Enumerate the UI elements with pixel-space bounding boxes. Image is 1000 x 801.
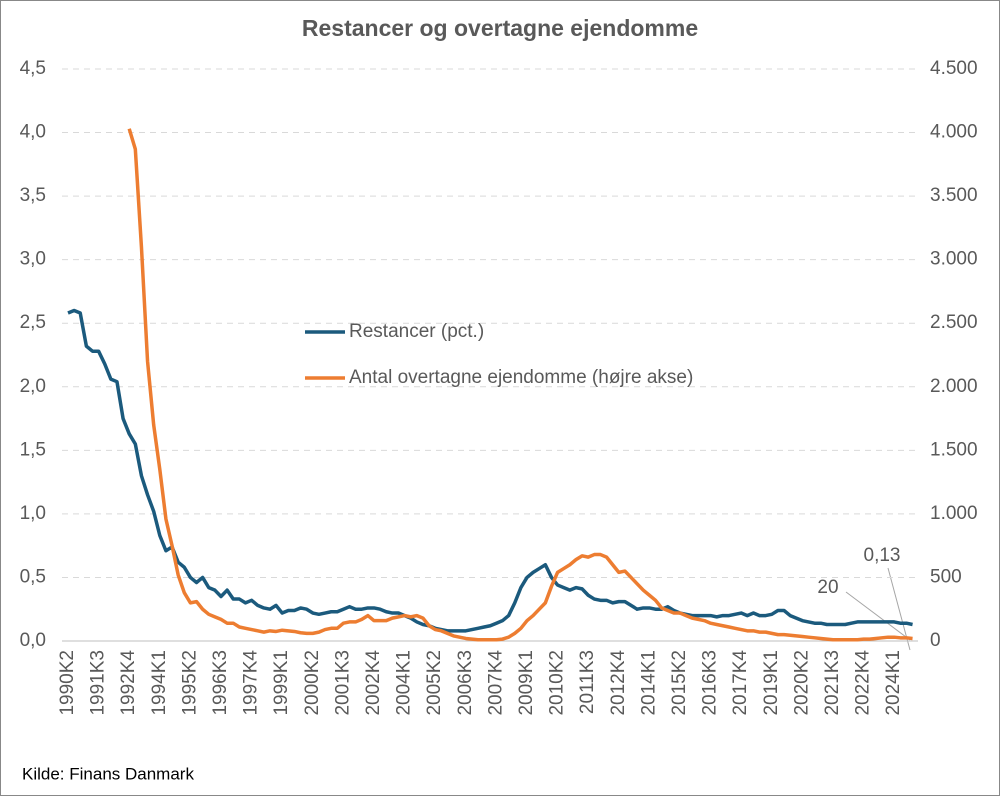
source: Kilde: Finans Danmark	[22, 764, 194, 783]
x-tick-label: 2019K1	[761, 650, 782, 716]
x-tick-label: 2006K3	[455, 650, 476, 716]
x-tick-label: 2009K1	[516, 650, 537, 716]
y-tick-label: 4,0	[20, 122, 46, 143]
y-tick-label: 3,5	[20, 185, 46, 206]
y2-tick-label: 1.500	[930, 439, 978, 460]
x-tick-label: 2007K4	[485, 650, 506, 716]
y-tick-label: 0,0	[20, 630, 46, 651]
x-tick-label: 2021K3	[822, 650, 843, 716]
x-tick-label: 2011K3	[577, 650, 598, 714]
x-tick-label: 2001K3	[332, 650, 353, 716]
x-tick-label: 1999K1	[271, 650, 292, 716]
x-tick-label: 2012K4	[608, 650, 629, 716]
x-tick-label: 2005K2	[424, 650, 445, 716]
y-tick-label: 3,0	[20, 249, 46, 270]
y2-tick-label: 3.500	[930, 185, 978, 206]
x-tick-label: 2017K4	[730, 650, 751, 716]
x-tick-label: 2004K1	[394, 650, 415, 716]
x-tick-label: 1994K1	[149, 650, 170, 716]
x-tick-label: 2014K1	[638, 650, 659, 716]
leader-line	[845, 591, 911, 641]
y-tick-label: 1,5	[20, 439, 46, 460]
series-line	[127, 128, 913, 642]
x-tick-label: 2010K2	[547, 650, 568, 716]
y2-tick-label: 4.500	[930, 58, 978, 79]
x-tick-label: 2024K1	[883, 650, 904, 716]
x-tick-label: 1990K2	[57, 650, 78, 716]
y2-tick-label: 3.000	[930, 249, 978, 270]
legend-label: Antal overtagne ejendomme (højre akse)	[349, 367, 693, 388]
x-tick-label: 2015K2	[669, 650, 690, 716]
y-tick-label: 0,5	[20, 566, 46, 587]
y2-tick-label: 500	[930, 566, 962, 587]
y-tick-label: 2,0	[20, 376, 46, 397]
y2-tick-label: 1.000	[930, 503, 978, 524]
x-tick-label: 2002K4	[363, 650, 384, 716]
x-tick-label: 1995K2	[179, 650, 200, 716]
y-tick-label: 4,5	[20, 58, 46, 79]
x-tick-label: 2000K2	[302, 650, 323, 716]
value-label: 20	[817, 577, 838, 598]
x-tick-label: 2022K4	[853, 650, 874, 716]
series-line	[67, 308, 913, 633]
x-tick-label: 2020K2	[791, 650, 812, 716]
y-tick-label: 2,5	[20, 312, 46, 333]
x-tick-label: 2016K3	[700, 650, 721, 716]
x-tick-label: 1992K4	[118, 650, 139, 716]
legend-label: Restancer (pct.)	[349, 321, 484, 342]
y2-tick-label: 2.000	[930, 376, 978, 397]
y2-tick-label: 0	[930, 630, 941, 651]
y-tick-label: 1,0	[20, 503, 46, 524]
x-tick-label: 1997K4	[241, 650, 262, 716]
y2-tick-label: 2.500	[930, 312, 978, 333]
chart-title: Restancer og overtagne ejendomme	[302, 15, 698, 41]
value-label: 0,13	[864, 545, 901, 566]
x-tick-label: 1996K3	[210, 650, 231, 716]
x-tick-label: 1991K3	[88, 650, 109, 716]
y2-tick-label: 4.000	[930, 122, 978, 143]
